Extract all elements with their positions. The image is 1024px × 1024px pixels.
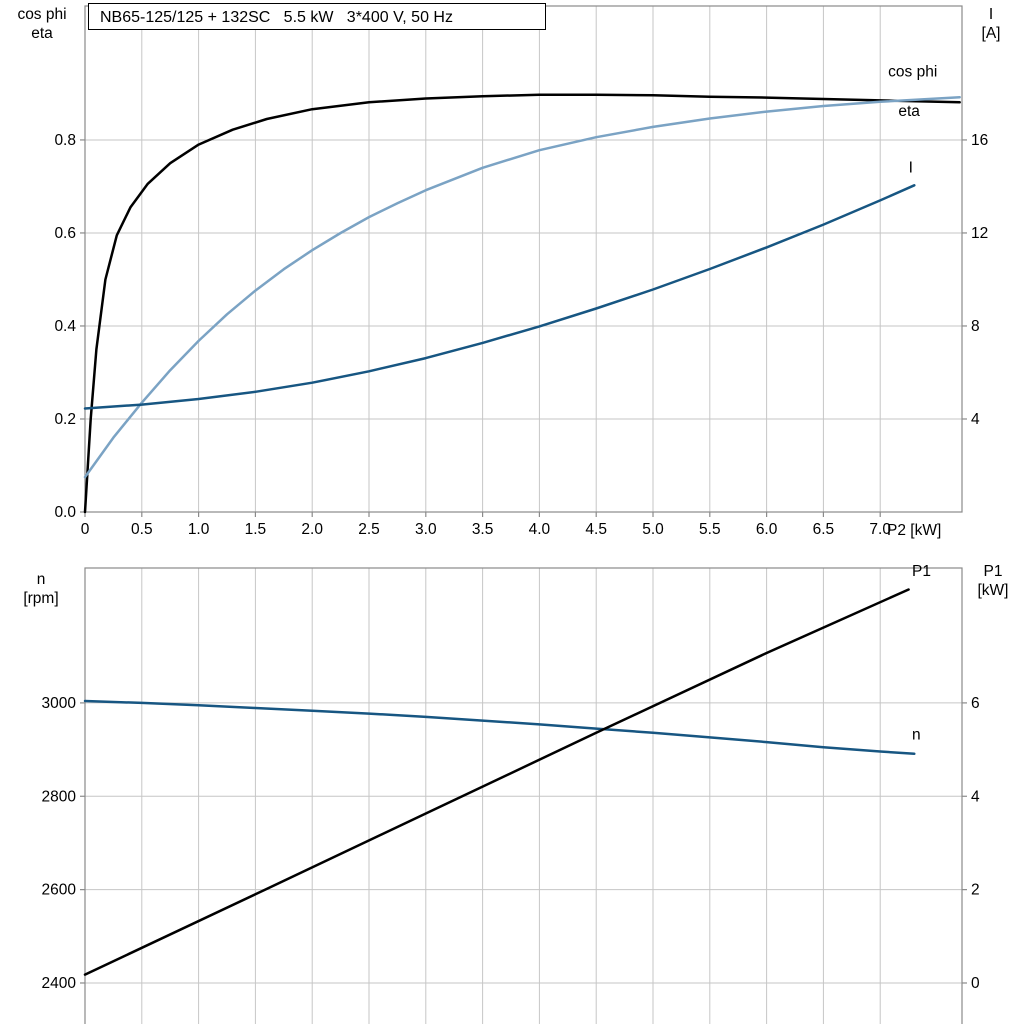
left-axis-tick-label: 0.2: [54, 411, 76, 428]
series-current-curve: [83, 184, 916, 410]
lower-left-axis-title: n [rpm]: [0, 570, 82, 608]
x-axis-tick-label: 5.0: [642, 521, 664, 538]
left-axis-tick-label: 0.4: [54, 318, 76, 335]
series-speed-curve: [83, 699, 916, 756]
x-axis-tick-label: 5.5: [699, 521, 721, 538]
left-axis-title-line1: cos phi: [17, 6, 67, 23]
upper-left-axis-title: cos phi eta: [2, 5, 82, 43]
x-axis-tick-label: 6.5: [813, 521, 835, 538]
right-axis-tick-label: 4: [971, 788, 980, 805]
plot-border: [84, 5, 963, 513]
series-speed-label: n: [912, 726, 921, 743]
x-axis-title: P2 [kW]: [887, 522, 942, 539]
left-axis-tick-label: 0.6: [54, 225, 76, 242]
series-current-label: I: [909, 159, 913, 176]
right-axis-tick-label: 4: [971, 411, 980, 428]
series-input-power-label: P1: [912, 563, 931, 580]
upper-chart-svg: 0.0 0.2 0.4 0.6 0.8 4 8 12 16 0 0.5 1.0 1.5 2.0 2.5 3.0…: [54, 5, 988, 538]
x-axis-tick-label: 1.0: [188, 521, 210, 538]
left-axis-title-line2: [rpm]: [23, 590, 59, 607]
x-axis-tick-label: 6.0: [756, 521, 778, 538]
left-axis-tick-label: 2600: [42, 882, 77, 899]
right-axis-title-line1: P1: [983, 563, 1003, 580]
right-axis-tick-label: 2: [971, 882, 980, 899]
series-input-power-curve: [83, 588, 910, 976]
lower-chart-svg: 2400 2600 2800 3000 0 2 4 6 n P1: [42, 563, 980, 1024]
x-axis-tick-label: 2.0: [301, 521, 323, 538]
x-axis-tick-label: 0.5: [131, 521, 153, 538]
left-axis-tick-label: 0.0: [54, 504, 76, 521]
right-axis-title-line1: I: [988, 6, 994, 23]
left-axis-tick-label: 2400: [42, 975, 77, 992]
x-axis-tick-label: 0: [81, 521, 90, 538]
left-axis-tick-label: 2800: [42, 788, 77, 805]
plot-border: [84, 567, 963, 1024]
left-axis-tick-label: 3000: [42, 695, 77, 712]
left-axis-title-line2: eta: [31, 25, 53, 42]
series-eta-curve: [83, 93, 961, 514]
x-axis-tick-label: 1.5: [245, 521, 267, 538]
right-axis-tick-label: 12: [971, 225, 988, 242]
chart-title-box: NB65-125/125 + 132SC 5.5 kW 3*400 V, 50 …: [88, 3, 546, 30]
left-axis-tick-label: 0.8: [54, 132, 76, 149]
right-axis-tick-label: 8: [971, 318, 980, 335]
x-axis-tick-label: 4.5: [585, 521, 607, 538]
series-cos-phi-curve: [83, 95, 961, 479]
series-eta-label: eta: [898, 103, 920, 120]
x-axis-tick-label: 4.0: [529, 521, 551, 538]
x-axis-tick-label: 2.5: [358, 521, 380, 538]
right-axis-tick-label: 0: [971, 975, 980, 992]
right-axis-tick-label: 16: [971, 132, 988, 149]
x-axis-tick-label: 3.0: [415, 521, 437, 538]
x-axis-tick-label: 7.0: [869, 521, 891, 538]
x-axis-tick-label: 3.5: [472, 521, 494, 538]
right-axis-title-line2: [A]: [981, 25, 1001, 42]
left-axis-title-line1: n: [36, 571, 46, 588]
series-cos-phi-label: cos phi: [888, 64, 937, 81]
right-axis-title-line2: [kW]: [977, 582, 1009, 599]
upper-right-axis-title: I [A]: [964, 5, 1018, 43]
lower-right-axis-title: P1 [kW]: [964, 562, 1022, 600]
right-axis-tick-label: 6: [971, 695, 980, 712]
